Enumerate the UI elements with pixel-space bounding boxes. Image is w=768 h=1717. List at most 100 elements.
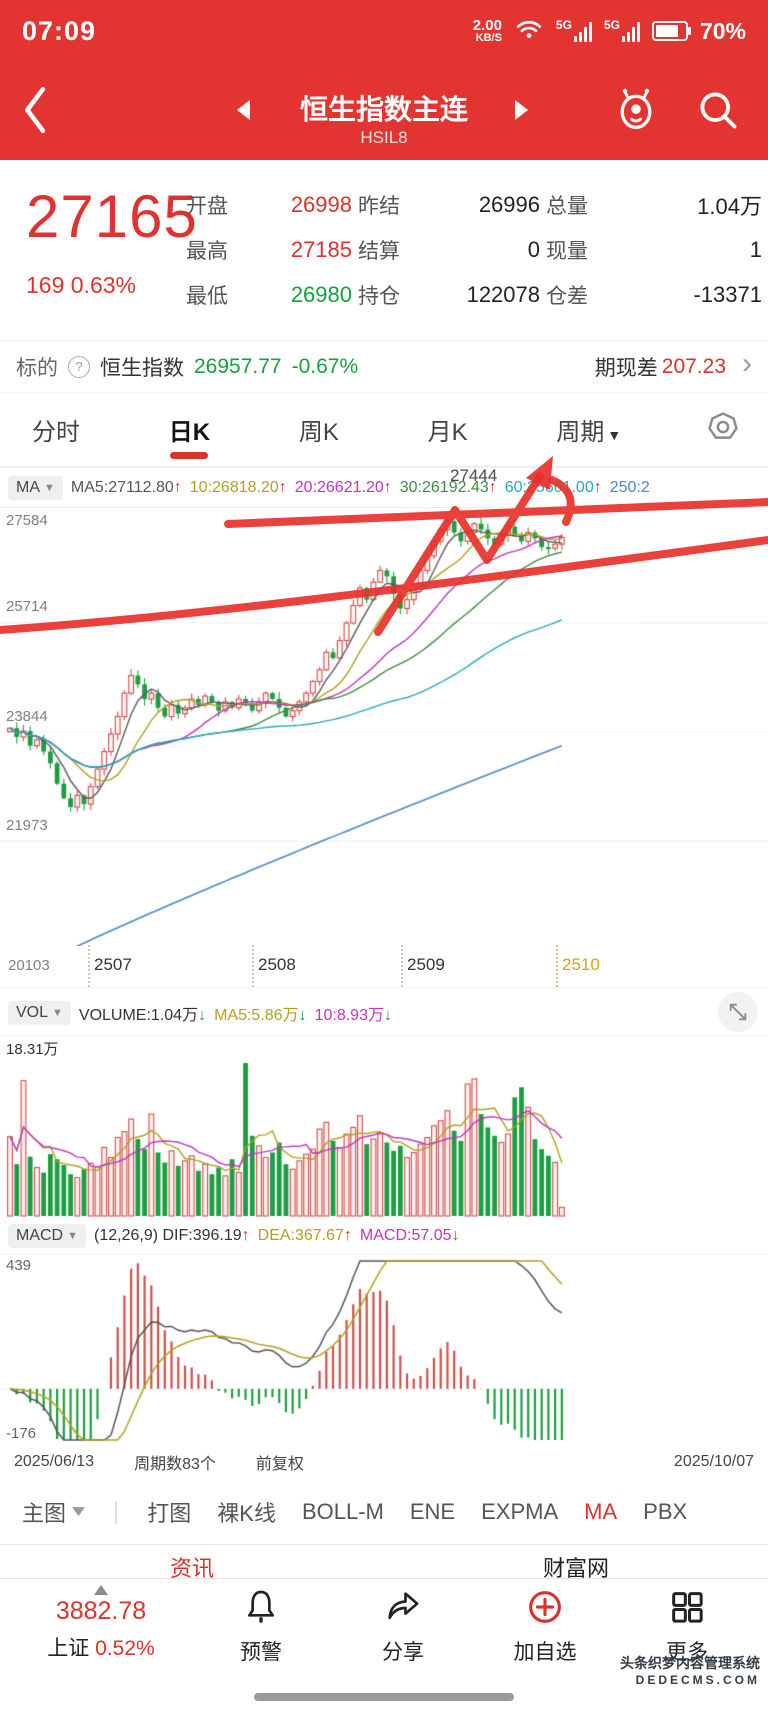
quote-field-value: 1.04万 bbox=[697, 193, 762, 219]
tab-周期[interactable]: 周期 ▼ bbox=[556, 419, 622, 446]
x-axis-label: 2507 bbox=[94, 955, 132, 974]
quote-field-value: 122078 bbox=[466, 281, 540, 307]
end-date: 2025/10/07 bbox=[673, 1453, 754, 1470]
legend-item: (12,26,9) DIF:396.19↑ bbox=[94, 1227, 250, 1244]
clock: 07:09 bbox=[22, 15, 97, 46]
bottom-nav-plus-button[interactable]: 加自选 bbox=[490, 1587, 600, 1666]
x-axis-label-current: 2510 bbox=[562, 955, 600, 974]
expand-chart-icon[interactable] bbox=[718, 992, 758, 1032]
basis-label: 期现差 bbox=[594, 356, 658, 380]
macd-chart-panel: 439 -176 bbox=[0, 1254, 768, 1446]
start-date: 2025/06/13 bbox=[14, 1453, 95, 1470]
status-bar: 07:09 2.00 KB/S 5G 5G 70% bbox=[0, 0, 768, 62]
bottom-nav: 3882.78 上证 0.52% 预警 分享 加自选 更多 头条织梦内容管理系统 DE… bbox=[0, 1578, 768, 1717]
date-range-row: 2025/06/13 周期数83个 前复权 2025/10/07 bbox=[0, 1445, 768, 1479]
indicator-tabs: 主图 | 打图 裸K线 BOLL-M ENE EXPMA MA PBX bbox=[0, 1479, 768, 1545]
ma-indicator-dropdown[interactable]: MA ▼ bbox=[8, 475, 63, 500]
legend-item: MA5:5.86万↓ bbox=[214, 1006, 307, 1024]
home-indicator[interactable] bbox=[254, 1693, 514, 1701]
macd-top-label: 439 bbox=[6, 1257, 32, 1274]
legend-item: 10:26818.20↑ bbox=[189, 478, 287, 496]
battery-icon bbox=[651, 21, 691, 41]
indicator-tab-MA[interactable]: MA bbox=[584, 1498, 618, 1524]
quote-field-label: 总量 bbox=[546, 194, 588, 218]
main-chart-panel: 27584 25714 23844 21973 bbox=[0, 507, 768, 946]
next-contract-arrow[interactable] bbox=[515, 100, 528, 120]
tab-日K[interactable]: 日K bbox=[165, 398, 214, 461]
quote-field-label: 现量 bbox=[546, 239, 588, 263]
adjust-mode: 前复权 bbox=[255, 1456, 304, 1473]
chart-settings-icon[interactable] bbox=[706, 410, 740, 449]
vol-indicator-dropdown[interactable]: VOL ▼ bbox=[8, 1000, 71, 1025]
macd-indicator-dropdown[interactable]: MACD ▼ bbox=[8, 1224, 86, 1248]
quote-field-label: 仓差 bbox=[546, 284, 588, 308]
main-chart-selector[interactable]: 主图 bbox=[22, 1496, 86, 1528]
quote-field-label: 开盘 bbox=[186, 194, 228, 218]
macd-legend-row: MACD ▼ (12,26,9) DIF:396.19↑ DEA:367.67↑ MAC… bbox=[0, 1218, 768, 1254]
quote-field-label: 最低 bbox=[186, 284, 228, 308]
indicator-tab-BOLL-M[interactable]: BOLL-M bbox=[301, 1498, 384, 1524]
tab-wealth[interactable]: 财富网 bbox=[542, 1556, 609, 1581]
main-chart-canvas[interactable] bbox=[0, 508, 768, 946]
index-value: 3882.78 bbox=[55, 1597, 147, 1625]
underlying-change: -0.67% bbox=[291, 354, 359, 378]
indicator-tab-EXPMA[interactable]: EXPMA bbox=[481, 1498, 559, 1524]
legend-item: VOLUME:1.04万↓ bbox=[78, 1006, 207, 1024]
x-axis-label: 2508 bbox=[258, 955, 296, 974]
period-tabs: 分时 日K 周K 月K 周期 ▼ bbox=[0, 393, 768, 467]
quote-field-value: 27185 bbox=[290, 236, 352, 262]
period-count: 周期数83个 bbox=[134, 1456, 216, 1473]
last-price: 27165 bbox=[26, 183, 198, 250]
bottom-nav-bell-button[interactable]: 预警 bbox=[206, 1587, 316, 1666]
underlying-label: 标的 bbox=[16, 356, 58, 380]
bell-icon bbox=[241, 1590, 281, 1631]
basis-value: 207.23 bbox=[661, 354, 726, 378]
legend-item: 10:8.93万↓ bbox=[314, 1006, 392, 1024]
quote-panel: 27165 169 0.63% 开盘 26998 昨结 26996 总量 1.04万 最高 2… bbox=[0, 160, 768, 340]
contract-code: HSIL8 bbox=[360, 128, 408, 147]
wifi-icon bbox=[514, 17, 544, 46]
prev-contract-arrow[interactable] bbox=[237, 100, 250, 120]
tab-news[interactable]: 资讯 bbox=[169, 1556, 214, 1581]
quote-field-value: -13371 bbox=[693, 281, 762, 307]
bottom-nav-share-button[interactable]: 分享 bbox=[348, 1587, 458, 1666]
mascot-icon[interactable] bbox=[614, 86, 658, 139]
quote-field-value: 26980 bbox=[290, 281, 352, 307]
help-icon[interactable]: ? bbox=[68, 355, 90, 378]
plus-icon bbox=[525, 1591, 565, 1631]
indicator-tab-打图[interactable]: 打图 bbox=[147, 1500, 192, 1526]
search-icon[interactable] bbox=[696, 88, 740, 137]
ma-legend-row: MA ▼ MA5:27112.80↑ 10:26818.20↑ 20:26621.20↑… bbox=[0, 467, 768, 507]
quote-field-label: 最高 bbox=[186, 239, 228, 263]
back-button[interactable] bbox=[18, 84, 54, 141]
index-change: 0.52% bbox=[95, 1637, 155, 1660]
quote-field-label: 昨结 bbox=[358, 194, 400, 218]
tab-月K[interactable]: 月K bbox=[427, 419, 468, 446]
legend-item: 250:2 bbox=[609, 478, 650, 496]
content-subtabs: 资讯 财富网 bbox=[0, 1545, 768, 1581]
y-axis-bottom-label: 20103 bbox=[8, 957, 50, 974]
legend-item: 60:25661.00↑ bbox=[504, 478, 602, 496]
indicator-tab-PBX[interactable]: PBX bbox=[643, 1498, 688, 1524]
indicator-tab-ENE[interactable]: ENE bbox=[409, 1498, 456, 1524]
bottom-nav-grid-button[interactable]: 更多 bbox=[632, 1587, 742, 1666]
macd-bottom-label: -176 bbox=[6, 1425, 37, 1442]
chevron-right-icon[interactable]: › bbox=[742, 346, 752, 380]
underlying-row: 标的 ? 恒生指数 26957.77 -0.67% 期现差 207.23 › bbox=[0, 340, 768, 393]
quote-field-label: 持仓 bbox=[358, 284, 400, 308]
quote-field-value: 1 bbox=[749, 236, 762, 262]
quote-field-value: 26996 bbox=[478, 191, 540, 217]
quote-field-value: 26998 bbox=[290, 191, 352, 217]
legend-item: 20:26621.20↑ bbox=[294, 478, 392, 496]
chevron-down-icon bbox=[72, 1507, 86, 1516]
tab-分时[interactable]: 分时 bbox=[32, 419, 80, 446]
indicator-tab-裸K线[interactable]: 裸K线 bbox=[217, 1500, 276, 1526]
underlying-price: 26957.77 bbox=[194, 354, 282, 378]
volume-chart-canvas[interactable] bbox=[0, 1036, 768, 1219]
index-quote-button[interactable]: 3882.78 上证 0.52% bbox=[26, 1585, 176, 1662]
watermark: 头条织梦内容管理系统 DEDECMS.COM bbox=[620, 1655, 760, 1687]
bottom-nav-items: 预警 分享 加自选 更多 bbox=[190, 1587, 758, 1666]
macd-chart-canvas[interactable] bbox=[0, 1255, 768, 1446]
tab-周K[interactable]: 周K bbox=[298, 419, 339, 446]
